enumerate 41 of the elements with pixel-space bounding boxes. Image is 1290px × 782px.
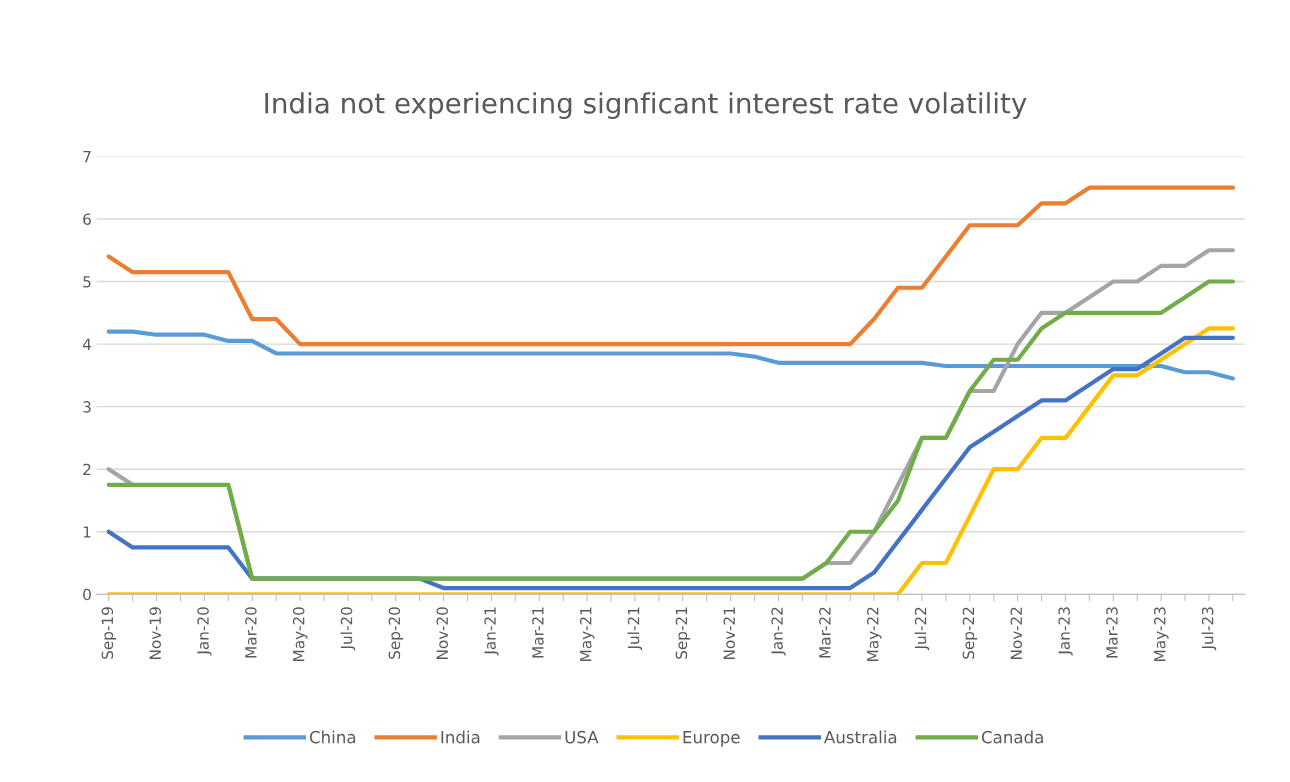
x-tick-label: Sep-22 <box>962 607 978 659</box>
x-tick-label: Mar-23 <box>1106 607 1118 658</box>
line-series <box>106 185 1235 347</box>
x-tick-label: Jul-20 <box>340 607 356 651</box>
x-tick-label: May-21 <box>579 607 595 661</box>
x-tick-label: Mar-21 <box>532 607 544 658</box>
x-tick-label: May-20 <box>292 607 308 661</box>
x-tick-label: Nov-21 <box>723 607 736 659</box>
chart-title: India not experiencing signficant interest rate volatility <box>265 92 1027 120</box>
y-tick-label: 5 <box>83 276 91 288</box>
x-tick-label: May-23 <box>1154 607 1169 661</box>
y-tick-label: 6 <box>83 213 91 225</box>
x-tick-label: Jan-20 <box>197 607 212 656</box>
x-tick-label: Nov-20 <box>436 607 448 659</box>
legend-label: Canada <box>981 730 1043 744</box>
y-tick-label: 1 <box>83 526 91 538</box>
legend-label: China <box>309 730 356 744</box>
y-tick-label: 3 <box>83 401 91 413</box>
legend-label: Australia <box>824 730 897 744</box>
x-tick-label: May-22 <box>866 607 882 661</box>
y-tick-label: 0 <box>83 588 91 601</box>
legend-label: Europe <box>683 731 740 747</box>
line-series <box>106 329 1235 381</box>
x-tick-label: Jan-21 <box>484 607 499 656</box>
x-tick-label: Jul-23 <box>1201 607 1217 651</box>
x-tick-label: Nov-19 <box>149 607 161 659</box>
y-tick-label: 2 <box>83 463 91 475</box>
x-tick-label: Sep-19 <box>101 607 117 659</box>
x-tick-label: Jul-22 <box>914 607 930 651</box>
legend-label: India <box>441 730 480 744</box>
x-tick-label: Sep-21 <box>675 607 691 659</box>
legend-label: USA <box>565 730 599 744</box>
x-tick-label: Mar-22 <box>819 607 831 658</box>
x-tick-label: Mar-20 <box>245 607 257 658</box>
x-tick-label: Jul-21 <box>627 607 643 651</box>
y-tick-label: 4 <box>82 338 92 350</box>
y-tick-label: 7 <box>83 151 91 163</box>
x-tick-label: Nov-22 <box>1010 607 1023 659</box>
x-tick-label: Jan-23 <box>1058 607 1073 656</box>
x-tick-label: Jan-22 <box>771 607 786 656</box>
x-tick-label: Sep-20 <box>388 607 404 659</box>
